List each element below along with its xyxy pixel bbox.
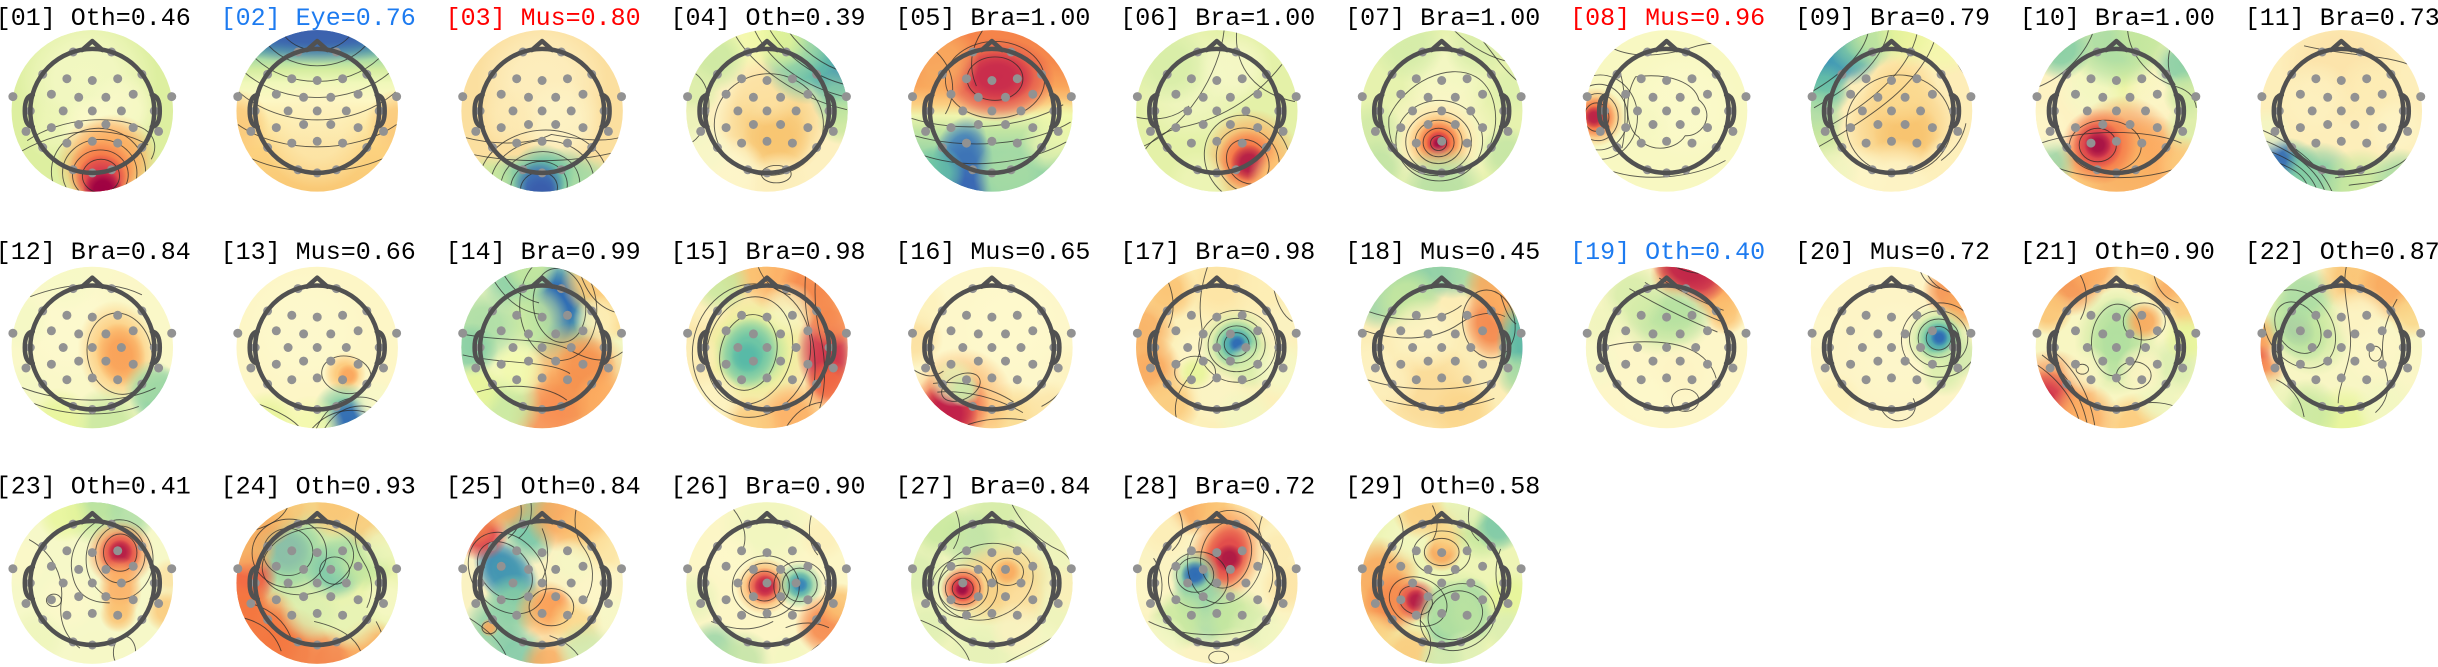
svg-text:[16] Mus=0.65: [16] Mus=0.65: [895, 238, 1090, 267]
svg-text:[06] Bra=1.00: [06] Bra=1.00: [1120, 4, 1315, 33]
svg-text:[21] Oth=0.90: [21] Oth=0.90: [2020, 238, 2215, 267]
svg-text:[17] Bra=0.98: [17] Bra=0.98: [1120, 238, 1315, 267]
svg-text:[24] Oth=0.93: [24] Oth=0.93: [221, 473, 416, 502]
svg-text:[19] Oth=0.40: [19] Oth=0.40: [1570, 238, 1765, 267]
svg-text:[12] Bra=0.84: [12] Bra=0.84: [0, 238, 191, 267]
svg-text:[20] Mus=0.72: [20] Mus=0.72: [1795, 238, 1990, 267]
svg-text:[29] Oth=0.58: [29] Oth=0.58: [1345, 473, 1540, 502]
svg-text:[25] Oth=0.84: [25] Oth=0.84: [446, 473, 641, 502]
svg-text:[23] Oth=0.41: [23] Oth=0.41: [0, 473, 191, 502]
svg-text:[09] Bra=0.79: [09] Bra=0.79: [1795, 4, 1990, 33]
svg-text:[22] Oth=0.87: [22] Oth=0.87: [2245, 238, 2438, 267]
svg-text:[02] Eye=0.76: [02] Eye=0.76: [221, 4, 416, 33]
svg-text:[01] Oth=0.46: [01] Oth=0.46: [0, 4, 191, 33]
svg-text:[07] Bra=1.00: [07] Bra=1.00: [1345, 4, 1540, 33]
svg-text:[03] Mus=0.80: [03] Mus=0.80: [446, 4, 641, 33]
svg-text:[15] Bra=0.98: [15] Bra=0.98: [670, 238, 865, 267]
svg-text:[14] Bra=0.99: [14] Bra=0.99: [446, 238, 641, 267]
svg-text:[10] Bra=1.00: [10] Bra=1.00: [2020, 4, 2215, 33]
svg-text:[18] Mus=0.45: [18] Mus=0.45: [1345, 238, 1540, 267]
svg-text:[04] Oth=0.39: [04] Oth=0.39: [670, 4, 865, 33]
svg-text:[13] Mus=0.66: [13] Mus=0.66: [221, 238, 416, 267]
svg-text:[05] Bra=1.00: [05] Bra=1.00: [895, 4, 1090, 33]
svg-text:[11] Bra=0.73: [11] Bra=0.73: [2245, 4, 2438, 33]
svg-text:[28] Bra=0.72: [28] Bra=0.72: [1120, 473, 1315, 502]
svg-text:[27] Bra=0.84: [27] Bra=0.84: [895, 473, 1090, 502]
svg-text:[08] Mus=0.96: [08] Mus=0.96: [1570, 4, 1765, 33]
svg-text:[26] Bra=0.90: [26] Bra=0.90: [670, 473, 865, 502]
